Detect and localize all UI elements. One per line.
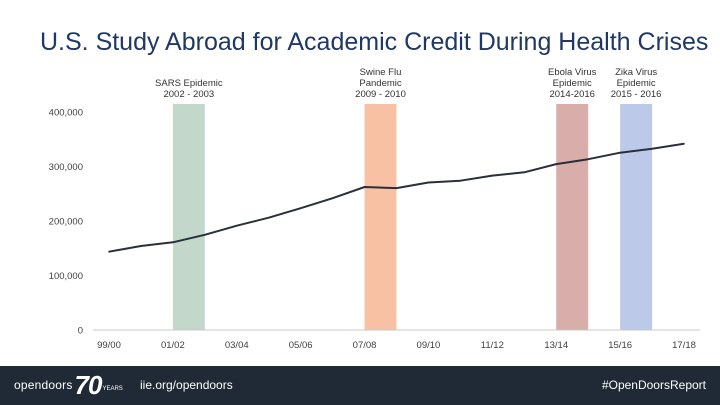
band-label-3-1: Epidemic bbox=[617, 78, 656, 89]
data-point bbox=[555, 163, 558, 165]
y-tick-label: 300,000 bbox=[49, 162, 83, 173]
x-tick-label: 15/16 bbox=[608, 340, 632, 351]
band-label-3-2: 2015 - 2016 bbox=[611, 89, 662, 100]
band-label-2-1: Epidemic bbox=[553, 78, 592, 89]
data-point bbox=[523, 171, 526, 174]
y-tick-label: 0 bbox=[78, 326, 83, 337]
data-point bbox=[587, 158, 589, 160]
hashtag: #OpenDoorsReport bbox=[601, 378, 706, 392]
band-0 bbox=[172, 104, 205, 330]
y-tick-label: 400,000 bbox=[49, 108, 83, 119]
opendoors-logo: opendoors 70 YEARS bbox=[14, 370, 123, 400]
data-point bbox=[140, 245, 142, 247]
logo-number: 70 bbox=[74, 369, 103, 400]
band-1 bbox=[364, 104, 397, 330]
x-tick-label: 17/18 bbox=[672, 340, 696, 351]
data-point bbox=[491, 174, 494, 177]
data-point bbox=[172, 241, 174, 244]
data-point bbox=[683, 142, 685, 145]
band-label-1-1: Pandemic bbox=[359, 78, 401, 89]
x-tick-label: 03/04 bbox=[225, 340, 249, 351]
band-label-1-0: Swine Flu bbox=[360, 67, 402, 78]
band-label-2-2: 2014-2016 bbox=[549, 89, 594, 100]
x-tick-label: 99/00 bbox=[97, 340, 121, 351]
data-point bbox=[267, 216, 270, 219]
data-point bbox=[395, 187, 398, 189]
data-point bbox=[459, 179, 462, 182]
band-label-3-0: Zika Virus bbox=[615, 67, 657, 78]
data-point bbox=[204, 234, 206, 236]
logo-text: opendoors bbox=[14, 378, 73, 392]
band-3 bbox=[620, 104, 653, 330]
chart-title: U.S. Study Abroad for Academic Credit Du… bbox=[40, 28, 709, 56]
website-link[interactable]: iie.org/opendoors bbox=[140, 378, 233, 392]
data-point bbox=[299, 207, 302, 209]
band-label-0-1: 2002 - 2003 bbox=[163, 89, 214, 100]
x-tick-label: 11/12 bbox=[481, 340, 504, 351]
band-label-2-0: Ebola Virus bbox=[548, 67, 597, 78]
footer-bar: opendoors 70 YEARS iie.org/opendoors #Op… bbox=[0, 366, 720, 405]
data-point bbox=[427, 181, 430, 184]
logo-years: YEARS bbox=[102, 386, 123, 392]
data-point bbox=[331, 197, 334, 200]
band-2 bbox=[556, 104, 589, 330]
x-tick-label: 01/02 bbox=[161, 340, 185, 351]
y-tick-label: 100,000 bbox=[49, 271, 83, 282]
data-point bbox=[651, 147, 653, 150]
y-tick-label: 200,000 bbox=[49, 217, 83, 228]
data-point bbox=[235, 224, 238, 227]
data-point bbox=[363, 186, 366, 188]
band-label-1-2: 2009 - 2010 bbox=[355, 89, 406, 100]
x-tick-label: 09/10 bbox=[417, 340, 441, 351]
data-point bbox=[619, 151, 621, 154]
band-label-0-0: SARS Epidemic bbox=[155, 78, 223, 89]
x-tick-label: 05/06 bbox=[289, 340, 313, 351]
data-point bbox=[108, 250, 110, 253]
x-tick-label: 07/08 bbox=[353, 340, 377, 351]
x-tick-label: 13/14 bbox=[544, 340, 568, 351]
